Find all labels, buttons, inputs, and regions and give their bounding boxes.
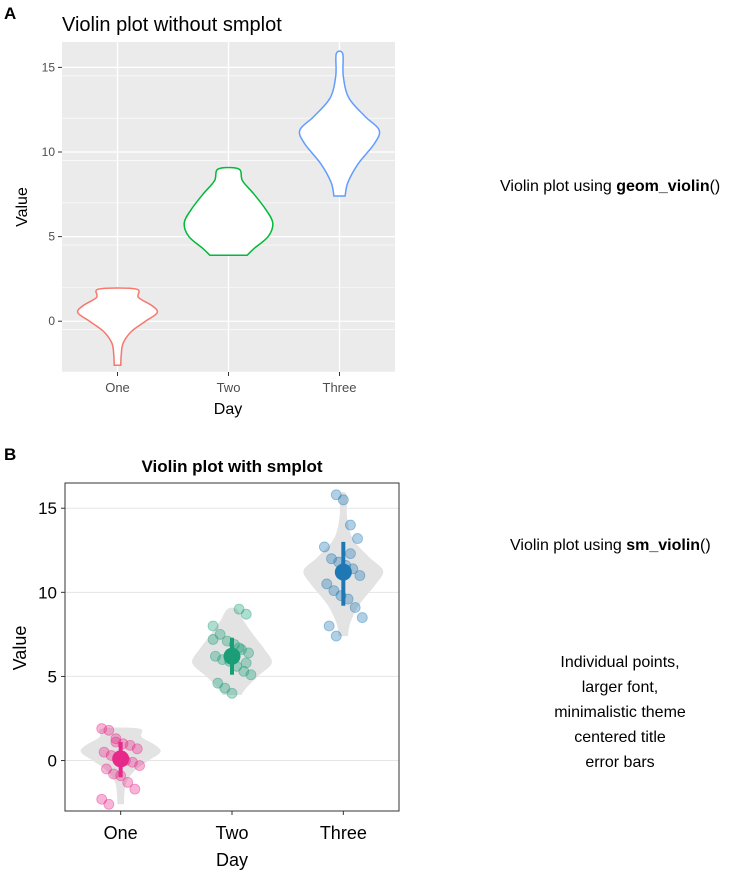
chart-a-y-tick-label: 5 [48, 230, 55, 244]
annotation-b-prefix: Violin plot using [510, 537, 627, 554]
chart-b-mean-point [223, 647, 241, 665]
panel-label-b: B [4, 445, 16, 464]
note-line: centered title [574, 729, 666, 746]
note-line: larger font, [581, 679, 659, 696]
annotation-a-function: geom_violin [616, 178, 710, 195]
chart-b-y-tick-label: 5 [48, 667, 57, 686]
chart-b-data-point [240, 657, 252, 669]
chart-a-y-tick-label: 15 [42, 60, 56, 74]
chart-a-x-ticks: One Two Three [105, 372, 356, 395]
chart-b-data-point [131, 743, 143, 755]
chart-b-data-point [212, 677, 224, 689]
chart-b-data-point [328, 585, 340, 597]
chart-b-data-point [354, 570, 366, 581]
chart-b-mean-point [334, 563, 352, 581]
panel-label-a: A [4, 4, 16, 23]
chart-a-violin-two [183, 166, 274, 256]
chart-b-data-point [108, 768, 119, 780]
chart-b-y-ticks: 0 5 10 15 [38, 499, 65, 771]
chart-b-data-point [101, 763, 112, 775]
annotation-a-parens: () [709, 178, 721, 195]
chart-b-data-point [345, 548, 356, 560]
chart-b-title: Violin plot with smplot [141, 457, 322, 476]
chart-a-x-tick-label: One [105, 380, 130, 395]
annotation-b: Violin plot using sm_violin() [510, 537, 711, 555]
chart-b-data-point [110, 733, 122, 745]
chart-b-data-point [122, 777, 134, 788]
chart-a-violin-one [76, 287, 159, 366]
chart-b-data-point [330, 489, 342, 501]
chart-b-y-tick-label: 0 [48, 752, 57, 771]
chart-a-title: Violin plot without smplot [62, 14, 282, 36]
chart-b-y-tick-label: 15 [38, 499, 57, 518]
annotation-b-function: sm_violin [626, 537, 701, 554]
chart-b-x-tick-label: One [104, 823, 138, 843]
chart-b-data-point [323, 620, 335, 632]
chart-a-x-tick-label: Two [217, 380, 241, 395]
chart-b-data-point [238, 665, 250, 677]
chart-b-data-point [210, 650, 221, 662]
chart-b-summary [112, 541, 352, 778]
chart-b-x-tick-label: Three [320, 823, 367, 843]
chart-b-x-label: Day [216, 850, 248, 870]
note-line: Individual points, [560, 654, 680, 671]
chart-b-data-point [124, 740, 136, 751]
chart-a-y-tick-label: 10 [42, 145, 56, 159]
chart-a-y-ticks: 0 5 10 15 [42, 60, 62, 328]
chart-b-data-point [345, 519, 356, 531]
chart-a: 0 5 10 15 One Two Three Violin plot without s… [14, 14, 395, 418]
chart-b-y-label: Value [10, 626, 30, 671]
feature-notes: Individual points, larger font, minimali… [520, 650, 720, 775]
chart-b-data-point [98, 746, 110, 758]
chart-b-data-point [214, 628, 226, 640]
chart-b-y-tick-label: 10 [38, 583, 57, 602]
chart-b-x-ticks: One Two Three [104, 811, 367, 843]
chart-b-data-point [129, 783, 141, 795]
chart-a-y-tick-label: 0 [48, 314, 55, 328]
chart-b-data-point [321, 578, 333, 590]
chart-b-data-point [226, 687, 238, 699]
chart-b-mean-point [112, 750, 130, 768]
chart-b-points [96, 489, 368, 810]
note-line: minimalistic theme [554, 704, 686, 721]
chart-b-data-point [319, 541, 330, 553]
annotation-a: Violin plot using geom_violin() [500, 178, 720, 196]
chart-b-data-point [96, 723, 108, 734]
annotation-a-prefix: Violin plot using [500, 178, 617, 195]
chart-b-data-point [103, 798, 115, 810]
chart-b-data-point [243, 647, 254, 659]
chart-b-data-point [349, 602, 361, 613]
chart-b-data-point [233, 603, 245, 615]
chart-b-data-point [207, 634, 219, 645]
chart-a-y-label: Value [14, 187, 31, 227]
note-line: error bars [585, 754, 655, 771]
chart-a-x-label: Day [214, 401, 242, 418]
chart-a-violin-three [298, 50, 381, 197]
chart-b-data-point [240, 608, 252, 620]
chart-b-data-point [103, 724, 115, 736]
chart-b-data-point [352, 533, 363, 544]
chart-b-data-point [330, 630, 342, 642]
chart-b-data-point [245, 669, 257, 681]
chart-b-data-point [134, 760, 145, 771]
chart-b-data-point [356, 612, 368, 623]
chart-b-data-point [96, 793, 108, 805]
chart-b-data-point [207, 620, 219, 632]
chart-b-data-point [337, 494, 349, 506]
chart-a-x-tick-label: Three [323, 380, 357, 395]
chart-b-x-tick-label: Two [215, 823, 248, 843]
chart-a-violins [76, 50, 381, 366]
chart-b-data-point [326, 553, 337, 565]
annotation-b-parens: () [700, 537, 711, 554]
chart-b: 0 5 10 15 One Two Three Violin plot with smpl… [10, 457, 400, 870]
chart-b-data-point [219, 682, 231, 694]
